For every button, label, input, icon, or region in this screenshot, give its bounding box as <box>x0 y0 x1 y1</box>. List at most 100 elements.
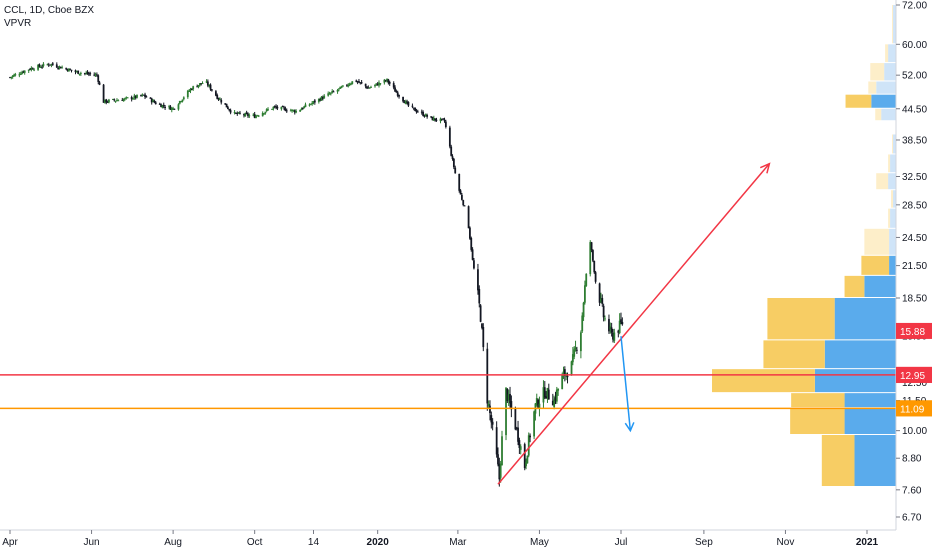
candle-body-down <box>366 86 368 89</box>
candle-body-down <box>482 326 485 348</box>
candle-body-up <box>152 100 154 103</box>
candle-body-up <box>386 78 388 81</box>
candle-body-down <box>515 427 518 429</box>
candle-body-up <box>375 83 378 85</box>
candle-body-up <box>126 97 129 99</box>
vp-down-bar <box>844 275 865 298</box>
candle-body-up <box>30 67 33 70</box>
candle-body-up <box>178 100 181 104</box>
candle-body-up <box>10 76 13 78</box>
candle-body-up <box>350 83 352 85</box>
candle-body-up <box>561 374 564 390</box>
candle-body-up <box>300 108 303 111</box>
candle-body-down <box>209 84 212 90</box>
candle-body-down <box>281 106 284 108</box>
vp-down-bar <box>892 134 894 154</box>
candle-body-up <box>33 69 35 71</box>
candle-body-down <box>396 92 399 96</box>
candle-body-down <box>9 77 11 79</box>
candle-body-up <box>79 72 82 74</box>
candle-body-down <box>529 435 531 438</box>
time-tick-label: 14 <box>308 537 320 548</box>
candle-body-up <box>323 95 326 99</box>
candle-body-up <box>339 86 342 89</box>
candle-body-down <box>229 110 232 113</box>
candle-body-down <box>590 242 593 250</box>
candle-body-up <box>487 404 490 407</box>
candle-body-down <box>486 348 489 404</box>
price-tick-label: 38.50 <box>902 135 927 146</box>
candle-body-down <box>220 99 223 103</box>
candle-body-up <box>562 371 565 374</box>
candle-body-up <box>188 90 191 92</box>
candle-body-up <box>257 115 260 117</box>
vp-up-bar <box>893 5 896 44</box>
candle-body-up <box>205 81 208 83</box>
candle-body-up <box>579 332 582 352</box>
candle-body-down <box>510 401 513 410</box>
vp-up-bar <box>888 44 896 63</box>
candle-body-down <box>601 297 604 304</box>
candle-body-up <box>39 67 42 69</box>
price-tick-label: 18.50 <box>902 294 927 305</box>
candle-body-down <box>190 88 193 90</box>
candle-body-up <box>328 93 331 95</box>
candle-body-up <box>289 110 292 112</box>
vp-up-bar <box>893 134 896 154</box>
candle-body-up <box>378 82 380 86</box>
candle-body-down <box>593 260 596 273</box>
candle-body-down <box>77 70 80 74</box>
candle-body-up <box>161 105 164 108</box>
candle-body-up <box>177 104 180 110</box>
vp-up-bar <box>834 298 896 340</box>
candle-body-up <box>527 435 530 456</box>
vp-up-bar <box>876 81 896 94</box>
candle-body-down <box>153 100 156 103</box>
candle-body-up <box>309 103 312 105</box>
candle-body-down <box>243 114 245 116</box>
vp-up-bar <box>889 228 896 255</box>
candle-body-down <box>55 64 58 68</box>
candle-body-down <box>621 321 624 325</box>
candle-body-down <box>517 427 519 442</box>
candle-body-down <box>563 369 566 376</box>
candle-body-up <box>75 71 78 73</box>
candle-body-down <box>321 97 324 99</box>
candle-body-down <box>435 119 438 121</box>
candle-body-up <box>348 84 351 86</box>
candle-body-down <box>22 71 25 73</box>
candle-body-up <box>168 106 170 108</box>
candle-body-up <box>538 403 541 409</box>
candle-body-up <box>542 387 545 403</box>
candle-body-down <box>431 116 434 121</box>
candle-body-up <box>374 84 376 87</box>
candle-body-up <box>197 85 200 88</box>
candle-body-down <box>217 98 220 100</box>
candle-body-up <box>304 104 307 108</box>
candle-body-down <box>83 73 86 75</box>
candle-body-down <box>66 69 69 72</box>
time-tick-label: Jun <box>83 537 99 548</box>
candle-body-up <box>219 99 221 101</box>
time-tick-label: Nov <box>777 537 795 548</box>
candle-body-down <box>620 319 622 323</box>
vp-up-bar <box>824 340 896 369</box>
candle-body-down <box>497 454 499 465</box>
projection-arrow <box>620 336 632 431</box>
candle-body-up <box>172 108 175 110</box>
candle-body-down <box>214 91 217 96</box>
candle-body-down <box>415 110 418 113</box>
candle-body-down <box>395 91 398 93</box>
candles <box>9 61 624 487</box>
time-tick-label: Aug <box>164 537 182 548</box>
candle-body-down <box>154 102 157 105</box>
candle-body-up <box>271 108 273 110</box>
candle-body-down <box>235 112 237 114</box>
candle-body-down <box>87 73 90 75</box>
candle-body-up <box>132 98 134 100</box>
candle-body-down <box>473 260 475 269</box>
candle-body-down <box>426 115 429 117</box>
time-axis-ticks: Apr Jun Aug Oct 14 2020 Mar May Jul Sep Nov 2021 <box>2 530 879 548</box>
candle-body-up <box>117 100 120 102</box>
